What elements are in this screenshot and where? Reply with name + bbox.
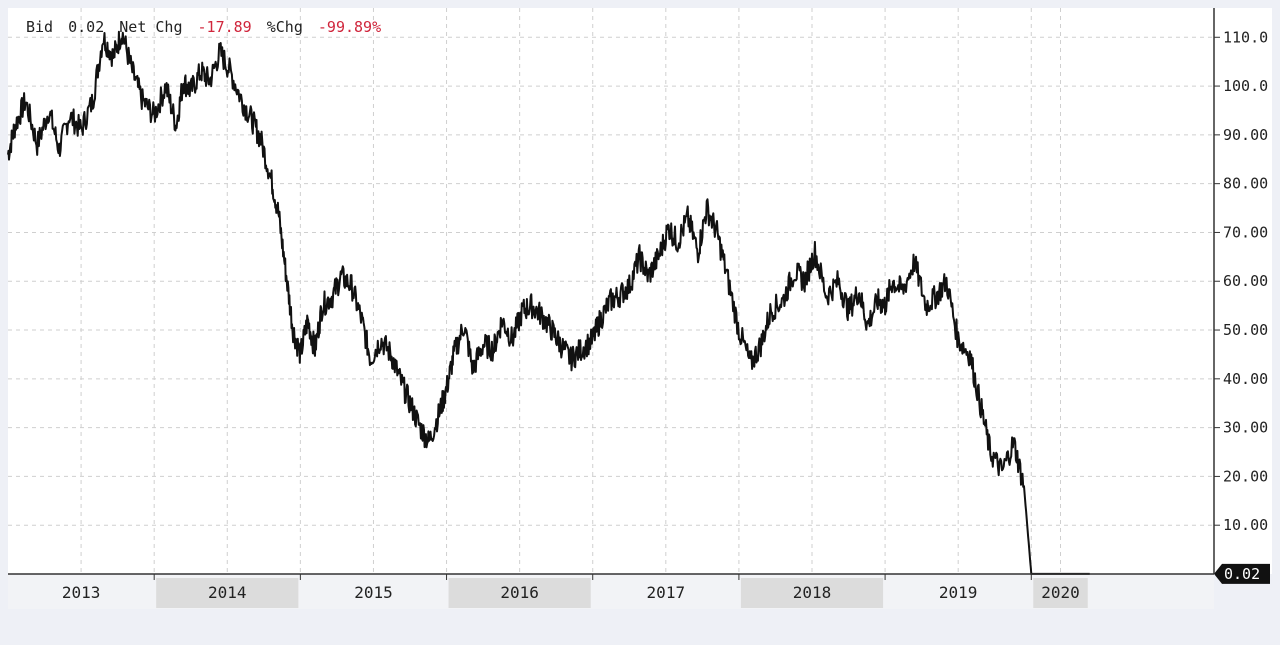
year-band-2016 <box>448 578 591 608</box>
netchg-value: -17.89 <box>198 18 252 36</box>
year-label-2014: 2014 <box>208 583 247 602</box>
year-label-2019: 2019 <box>939 583 978 602</box>
year-label-2016: 2016 <box>500 583 539 602</box>
y-axis-panel <box>1214 8 1272 574</box>
y-axis-ticks: 110.0 100.0 90.00 80.00 70.00 60.00 50.00 40.00… <box>1214 28 1268 534</box>
y-tick-label-20: 20.00 <box>1223 467 1268 485</box>
pctchg-value: -99.89% <box>318 18 381 36</box>
y-tick-label-60: 60.00 <box>1223 272 1268 290</box>
year-band-2014 <box>156 578 299 608</box>
last-value-badge-bg <box>1214 563 1270 584</box>
bid-label: Bid <box>26 18 53 36</box>
bid-value: 0.02 <box>68 18 104 36</box>
header-line: Bid 0.02 Net Chg -17.89 %Chg -99.89% <box>26 18 381 36</box>
price-series-line <box>7 30 1091 575</box>
y-tick-label-90: 90.00 <box>1223 126 1268 144</box>
netchg-label: Net Chg <box>119 18 182 36</box>
year-label-2017: 2017 <box>647 583 686 602</box>
y-tick-label-100: 100.0 <box>1223 77 1268 95</box>
year-band-2020 <box>1033 578 1088 608</box>
y-tick-label-30: 30.00 <box>1223 419 1268 437</box>
last-value-label: 0.02 <box>1224 565 1260 583</box>
y-tick-label-10: 10.00 <box>1223 516 1268 534</box>
year-band-2018 <box>740 578 884 608</box>
year-label-2020: 2020 <box>1041 583 1080 602</box>
y-tick-label-70: 70.00 <box>1223 223 1268 241</box>
y-tick-label-80: 80.00 <box>1223 175 1268 193</box>
last-value-badge: 0.02 <box>1214 563 1270 584</box>
y-tick-label-110: 110.0 <box>1223 28 1268 46</box>
y-tick-label-40: 40.00 <box>1223 370 1268 388</box>
year-label-2015: 2015 <box>354 583 393 602</box>
y-tick-label-50: 50.00 <box>1223 321 1268 339</box>
year-bands: 2013 2014 2015 2016 2017 2018 2019 2020 <box>62 578 1088 608</box>
year-label-2018: 2018 <box>793 583 832 602</box>
year-label-2013: 2013 <box>62 583 101 602</box>
gridlines <box>8 8 1214 580</box>
pctchg-label: %Chg <box>267 18 303 36</box>
